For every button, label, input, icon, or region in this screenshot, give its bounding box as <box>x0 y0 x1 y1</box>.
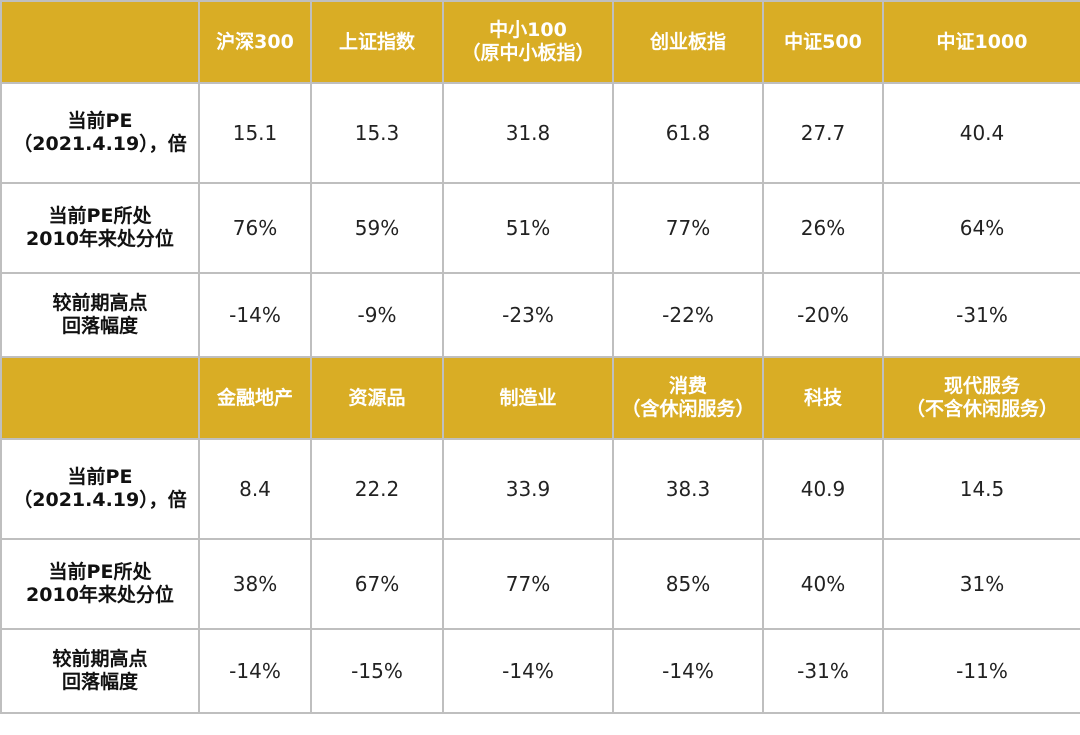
table-row: 当前PE （2021.4.19），倍 8.4 22.2 33.9 38.3 40.… <box>0 438 1080 540</box>
percentile-value: 85% <box>612 538 764 630</box>
sector-header-row: 金融地产 资源品 制造业 消费 （含休闲服务） 科技 现代服务 （不含休闲服务） <box>0 356 1080 440</box>
header-cell: 制造业 <box>442 356 614 440</box>
header-cell: 资源品 <box>310 356 444 440</box>
index-header-row: 沪深300 上证指数 中小100 （原中小板指） 创业板指 中证500 中证100… <box>0 0 1080 84</box>
drawdown-value: -31% <box>882 272 1080 358</box>
drawdown-value: -14% <box>198 272 312 358</box>
header-cell: 消费 （含休闲服务） <box>612 356 764 440</box>
drawdown-value: -22% <box>612 272 764 358</box>
drawdown-value: -23% <box>442 272 614 358</box>
pe-value: 40.4 <box>882 82 1080 184</box>
row-label-drawdown: 较前期高点 回落幅度 <box>0 628 200 714</box>
percentile-value: 59% <box>310 182 444 274</box>
pe-value: 31.8 <box>442 82 614 184</box>
drawdown-value: -15% <box>310 628 444 714</box>
table-row: 较前期高点 回落幅度 -14% -15% -14% -14% -31% -11% <box>0 628 1080 714</box>
pe-value: 38.3 <box>612 438 764 540</box>
percentile-value: 76% <box>198 182 312 274</box>
pe-value: 15.3 <box>310 82 444 184</box>
valuation-table: 沪深300 上证指数 中小100 （原中小板指） 创业板指 中证500 中证100… <box>0 0 1080 714</box>
header-cell: 上证指数 <box>310 0 444 84</box>
pe-value: 61.8 <box>612 82 764 184</box>
percentile-value: 51% <box>442 182 614 274</box>
row-label-drawdown: 较前期高点 回落幅度 <box>0 272 200 358</box>
pe-value: 15.1 <box>198 82 312 184</box>
pe-value: 33.9 <box>442 438 614 540</box>
percentile-value: 77% <box>612 182 764 274</box>
drawdown-value: -31% <box>762 628 884 714</box>
header-corner-cell <box>0 356 200 440</box>
drawdown-value: -20% <box>762 272 884 358</box>
percentile-value: 31% <box>882 538 1080 630</box>
percentile-value: 67% <box>310 538 444 630</box>
row-label-percentile: 当前PE所处 2010年来处分位 <box>0 538 200 630</box>
pe-value: 27.7 <box>762 82 884 184</box>
percentile-value: 38% <box>198 538 312 630</box>
table-row: 当前PE所处 2010年来处分位 38% 67% 77% 85% 40% 31% <box>0 538 1080 630</box>
table-row: 当前PE所处 2010年来处分位 76% 59% 51% 77% 26% 64% <box>0 182 1080 274</box>
percentile-value: 64% <box>882 182 1080 274</box>
drawdown-value: -14% <box>198 628 312 714</box>
header-corner-cell <box>0 0 200 84</box>
pe-value: 8.4 <box>198 438 312 540</box>
percentile-value: 26% <box>762 182 884 274</box>
row-label-percentile: 当前PE所处 2010年来处分位 <box>0 182 200 274</box>
header-cell: 沪深300 <box>198 0 312 84</box>
pe-value: 40.9 <box>762 438 884 540</box>
header-cell: 中证1000 <box>882 0 1080 84</box>
header-cell: 中证500 <box>762 0 884 84</box>
percentile-value: 77% <box>442 538 614 630</box>
header-cell: 中小100 （原中小板指） <box>442 0 614 84</box>
table-row: 当前PE （2021.4.19），倍 15.1 15.3 31.8 61.8 27… <box>0 82 1080 184</box>
drawdown-value: -11% <box>882 628 1080 714</box>
percentile-value: 40% <box>762 538 884 630</box>
drawdown-value: -14% <box>442 628 614 714</box>
header-cell: 科技 <box>762 356 884 440</box>
header-cell: 现代服务 （不含休闲服务） <box>882 356 1080 440</box>
header-cell: 金融地产 <box>198 356 312 440</box>
header-cell: 创业板指 <box>612 0 764 84</box>
pe-value: 14.5 <box>882 438 1080 540</box>
pe-value: 22.2 <box>310 438 444 540</box>
table-row: 较前期高点 回落幅度 -14% -9% -23% -22% -20% -31% <box>0 272 1080 358</box>
drawdown-value: -9% <box>310 272 444 358</box>
drawdown-value: -14% <box>612 628 764 714</box>
row-label-pe: 当前PE （2021.4.19），倍 <box>0 82 200 184</box>
row-label-pe: 当前PE （2021.4.19），倍 <box>0 438 200 540</box>
